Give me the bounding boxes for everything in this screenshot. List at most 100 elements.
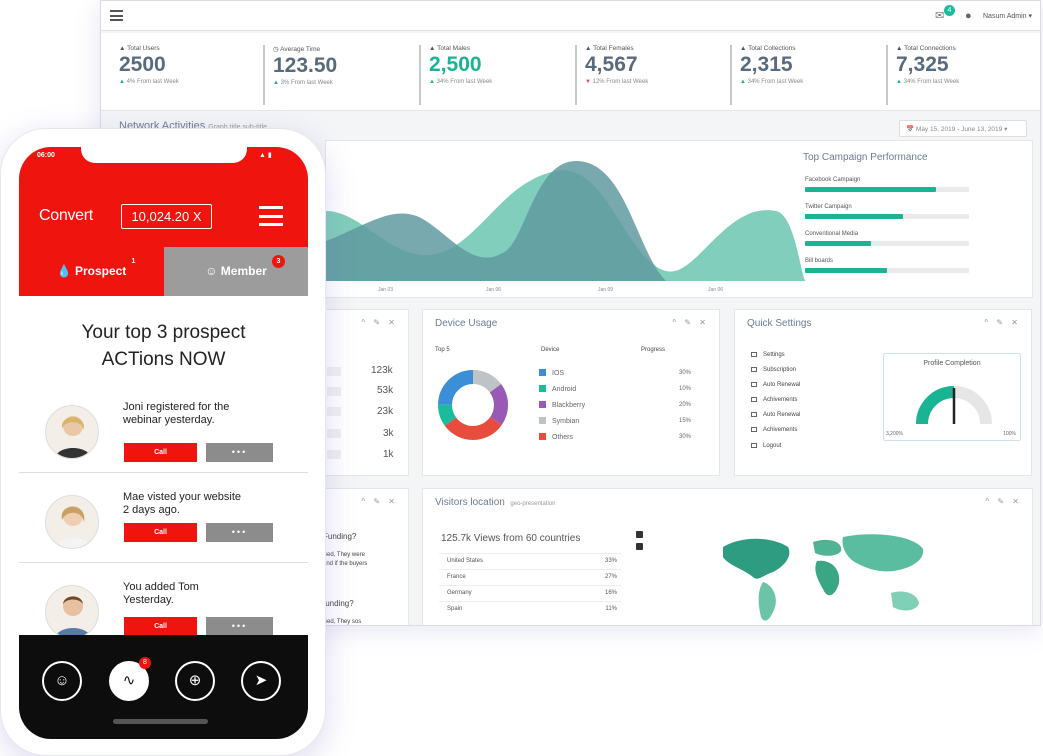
bottom-nav: ☺ ∿ 8 ⊕ ➤ [19,635,308,739]
panel-tools[interactable]: ^ ✎ ✕ [985,497,1022,506]
quick-item[interactable]: Logout [751,443,781,449]
top-label: Top 5 [435,347,450,353]
item-text: Mae visted your website 2 days ago. [123,491,241,516]
call-button[interactable]: Call [124,443,197,462]
stat-label: ◷ Average Time [273,46,321,53]
device-progress: 30% [679,370,692,376]
stat-value: 2,315 [740,53,793,76]
stat-sub: ▲ 34% From last Week [896,79,960,85]
stat-total-males: ▲ Total Males 2,500 ▲ 34% From last Week [419,45,569,105]
panel-title: Quick Settings [747,318,812,329]
phone-screen: 06:00 ▲ ▮ Convert 10,024.20 X 💧 Prospect… [19,147,308,739]
status-time: 06:00 [37,152,55,159]
campaign-item: Facebook Campaign [805,177,969,192]
quick-item[interactable]: Auto Renewal [751,382,800,388]
quick-item[interactable]: Auto Renewal [751,412,800,418]
tab-badge: 3 [272,255,285,268]
list-value: 53k [377,385,394,396]
visitor-row: Germany 16% [439,585,621,601]
phone-mockup: 06:00 ▲ ▮ Convert 10,024.20 X 💧 Prospect… [0,128,326,756]
list-item: Mae visted your website 2 days ago. Call … [19,473,308,563]
donut-chart [438,370,508,440]
stat-value: 4,567 [585,53,638,76]
item-text: You added Tom Yesterday. [123,581,199,606]
stat-label: ▲ Total Connections [896,45,956,52]
x-tick: Jan 03 [378,287,394,293]
col-progress: Progress [641,347,666,353]
campaign-item: Conventional Media [805,231,969,246]
zoom-in-button[interactable] [636,531,643,538]
stat-value: 2500 [119,53,166,76]
device-progress: 15% [679,418,692,424]
user-menu[interactable]: Nasum Admin ▾ [983,13,1033,20]
profile-completion-gauge: Profile Completion 3,200% 100% [883,353,1021,441]
col-device: Device [541,347,560,353]
panel-tools[interactable]: ^ ✎ ✕ [984,318,1021,327]
more-button[interactable]: ••• [206,523,273,542]
stats-row: ▲ Total Users 2500 ▲ 4% From last Week ◷… [101,33,1040,111]
tab-prospect[interactable]: 💧 Prospect 1 [19,247,164,296]
network-panel: Jan 03 Jan 06 Jan 09 Jan 06 [325,140,1033,298]
device-progress: 30% [679,434,692,440]
stat-label: ▲ Total Users [119,45,160,52]
stat-total-users: ▲ Total Users 2500 ▲ 4% From last Week [111,45,261,105]
panel-tools[interactable]: ^ ✎ ✕ [672,318,709,327]
more-button[interactable]: ••• [206,443,273,462]
add-user-icon[interactable]: ☺ [42,661,82,701]
gauge-max: 100% [1003,431,1016,437]
menu-icon[interactable] [110,10,123,21]
x-tick: Jan 06 [486,287,502,293]
list-value: 123k [371,365,393,376]
stat-total-females: ▲ Total Females 4,567 ▼ 12% From last We… [575,45,725,105]
home-indicator [113,719,208,724]
stat-value: 7,325 [896,53,949,76]
panel-tools[interactable]: ^ ✎ ✕ [361,318,398,327]
notification-icon[interactable]: ✉ [935,10,945,22]
tab-member[interactable]: ☺ Member 3 [164,247,308,296]
device-legend-item: Blackberry [539,401,585,409]
feed-text: funding? [323,599,354,608]
panel-title: Device Usage [435,318,498,329]
device-legend-item: Android [539,385,576,393]
stat-average-time: ◷ Average Time 123.50 ▲ 3% From last Wee… [263,45,413,105]
stat-total-connections: ▲ Total Connections 7,325 ▲ 34% From las… [886,45,1036,105]
campaign-title: Top Campaign Performance [803,152,928,163]
nav-badge: 8 [139,657,151,669]
device-legend-item: Others [539,433,573,441]
call-button[interactable]: Call [124,523,197,542]
rocket-icon[interactable]: ➤ [241,661,281,701]
menu-icon[interactable] [259,206,283,226]
device-usage-panel: Device Usage ^ ✎ ✕ [422,309,720,476]
panel-tools[interactable]: ^ ✎ ✕ [361,497,398,506]
call-button[interactable]: Call [124,617,197,636]
app-brand: Convert [39,207,93,224]
tab-badge: 1 [127,255,140,268]
stat-sub: ▼ 12% From last Week [585,79,649,85]
user-icon[interactable]: ● [965,10,972,22]
quick-item[interactable]: Achivements [751,427,797,433]
feed-text: Funding? [323,532,357,541]
stat-value: 123.50 [273,54,338,77]
headline: Your top 3 prospect ACTions NOW [81,322,246,370]
device-progress: 10% [679,386,692,392]
visitor-row: France 27% [439,569,621,585]
visitors-headline: 125.7k Views from 60 countries [441,533,581,544]
device-legend-item: Symbian [539,417,579,425]
stat-sub: ▲ 34% From last Week [429,79,493,85]
stat-sub: ▲ 3% From last Week [273,80,333,86]
phone-header: 06:00 ▲ ▮ Convert 10,024.20 X [19,147,308,247]
area-chart [326,161,806,281]
zoom-out-button[interactable] [636,543,643,550]
quick-item[interactable]: Settings [751,352,785,358]
stat-label: ▲ Total Collections [740,45,796,52]
list-value: 23k [377,406,394,417]
quick-item[interactable]: Subscription [751,367,796,373]
more-button[interactable]: ••• [206,617,273,636]
avatar [45,495,99,549]
notification-badge: 4 [944,5,955,16]
date-range-picker[interactable]: 📅 May 15, 2019 - June 13, 2019 ▾ [899,120,1027,137]
panel-title: Visitors location geo-presentation [435,497,556,508]
quick-item[interactable]: Achivements [751,397,797,403]
stat-value: 2,500 [429,53,482,76]
target-icon[interactable]: ⊕ [175,661,215,701]
